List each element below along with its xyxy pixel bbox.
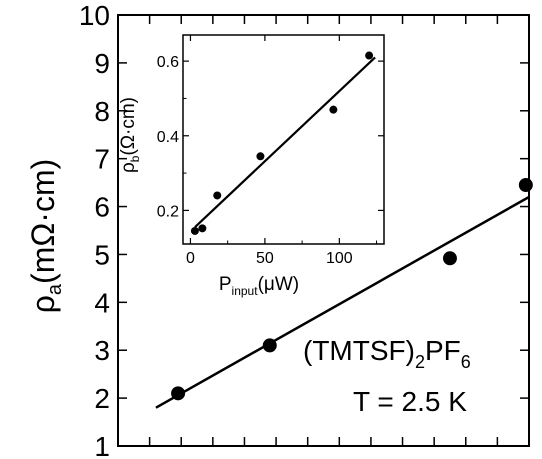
inset-ylabel-subscript: b: [128, 155, 142, 162]
main-ticks: [117, 14, 530, 447]
main-y-axis-label: ρa(mΩ·cm): [25, 159, 66, 314]
compound-annotation: (TMTSF)2PF6: [303, 335, 471, 372]
inset-y-tick-label: 0.2: [157, 203, 179, 220]
inset-ticks: [183, 35, 384, 244]
main-y-tick-label: 8: [94, 96, 110, 127]
main-data-point: [171, 386, 186, 401]
compound-part-mid: PF: [425, 335, 461, 366]
inset-plot-frame: [182, 34, 385, 245]
main-data-point: [518, 178, 533, 193]
main-y-tick-label: 5: [94, 239, 110, 270]
main-ylabel-rho: ρ: [25, 295, 61, 313]
main-y-tick-label: 2: [94, 383, 110, 414]
temperature-annotation: T = 2.5 K: [353, 386, 467, 417]
main-data-point: [262, 338, 277, 353]
main-fit-line-group: [155, 195, 530, 409]
inset-x-tick-label: 100: [326, 250, 353, 267]
inset-fit-line-group: [194, 56, 376, 229]
inset-x-axis-label: Pinput(μW): [219, 274, 299, 298]
main-y-tick-label: 6: [94, 192, 110, 223]
inset-data-point: [213, 191, 222, 200]
inset-data-point: [256, 152, 265, 161]
inset-x-tick-label: 0: [186, 250, 195, 267]
main-y-tick-label: 1: [94, 431, 110, 459]
compound-part-open: (TMTSF): [303, 335, 415, 366]
main-fit-line: [155, 195, 530, 409]
inset-xlabel-p: P: [219, 274, 232, 295]
inset-data-point: [329, 105, 338, 114]
main-y-tick-label: 7: [94, 144, 110, 175]
inset-xlabel-subscript: input: [232, 284, 259, 298]
main-ylabel-subscript: a: [44, 283, 66, 295]
main-y-tick-label: 9: [94, 48, 110, 79]
inset-tick-labels: 0 50 100 0.2 0.4 0.6: [157, 54, 353, 267]
inset-ylabel-rho: ρ: [118, 162, 139, 173]
inset-data-point: [190, 226, 199, 235]
inset-xlabel-units: (μW): [258, 274, 300, 295]
main-tick-labels: 1 2 3 4 5 6 7 8 9 10: [79, 0, 110, 459]
inset-y-tick-label: 0.4: [157, 129, 179, 146]
main-plot-frame: [117, 14, 530, 447]
main-data-point: [442, 251, 457, 266]
main-y-tick-label: 10: [79, 0, 110, 31]
main-y-tick-label: 3: [94, 335, 110, 366]
main-y-tick-label: 4: [94, 287, 110, 318]
inset-data-points: [190, 51, 374, 235]
compound-sub-2: 6: [461, 352, 471, 372]
inset-x-tick-label: 50: [256, 250, 274, 267]
compound-sub-1: 2: [415, 352, 425, 372]
inset-data-point: [365, 51, 374, 60]
inset-data-point: [198, 224, 207, 233]
inset-fit-line: [194, 56, 376, 229]
main-ylabel-units: (mΩ·cm): [25, 159, 61, 284]
inset-ylabel-units: (Ω·cm): [118, 97, 139, 156]
inset-y-tick-label: 0.6: [157, 54, 179, 71]
main-data-points: [171, 178, 533, 401]
inset-y-axis-label: ρb(Ω·cm): [118, 97, 142, 173]
